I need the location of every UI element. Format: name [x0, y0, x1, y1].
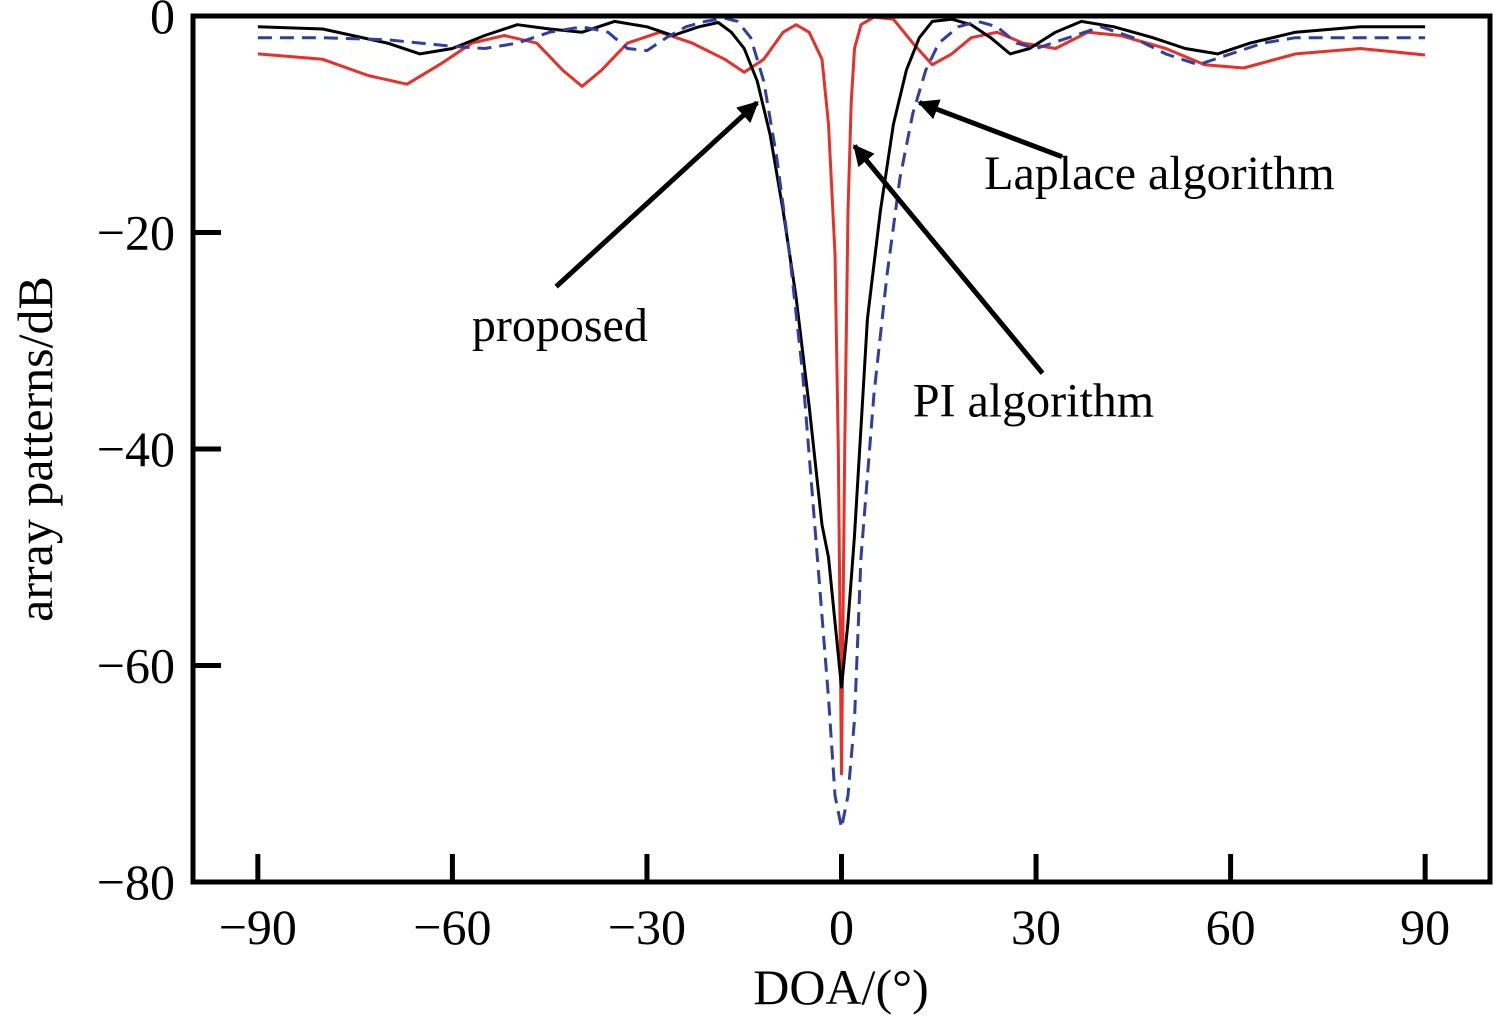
annotation-label-laplace-algorithm: Laplace algorithm: [984, 147, 1335, 200]
x-tick-label: −90: [219, 899, 297, 955]
x-tick-label: 30: [1011, 899, 1061, 955]
y-tick-label: −80: [97, 854, 175, 910]
series-line-black: [257, 17, 1426, 689]
x-tick-label: −60: [413, 899, 491, 955]
y-axis-title: array patterns/dB: [7, 276, 63, 622]
x-tick-label: 60: [1206, 899, 1256, 955]
y-tick-label: −20: [97, 205, 175, 261]
series-line-red: [257, 16, 1426, 776]
series-line-blue-dashed: [257, 16, 1426, 830]
annotation-label-pi-algorithm: PI algorithm: [913, 375, 1154, 428]
x-axis-title: DOA/(°): [753, 959, 929, 1015]
x-tick-label: −30: [608, 899, 686, 955]
y-tick-label: 0: [150, 0, 175, 44]
x-tick-label: 90: [1400, 899, 1450, 955]
annotation-label-proposed: proposed: [472, 299, 648, 352]
annotation-arrow-pi-algorithm: [852, 144, 1045, 375]
annotation-arrow-laplace-algorithm: [917, 99, 1063, 160]
y-tick-label: −60: [97, 638, 175, 694]
y-tick-label: −40: [97, 421, 175, 477]
x-tick-label: 0: [829, 899, 854, 955]
annotation-arrow-proposed: [554, 100, 759, 289]
